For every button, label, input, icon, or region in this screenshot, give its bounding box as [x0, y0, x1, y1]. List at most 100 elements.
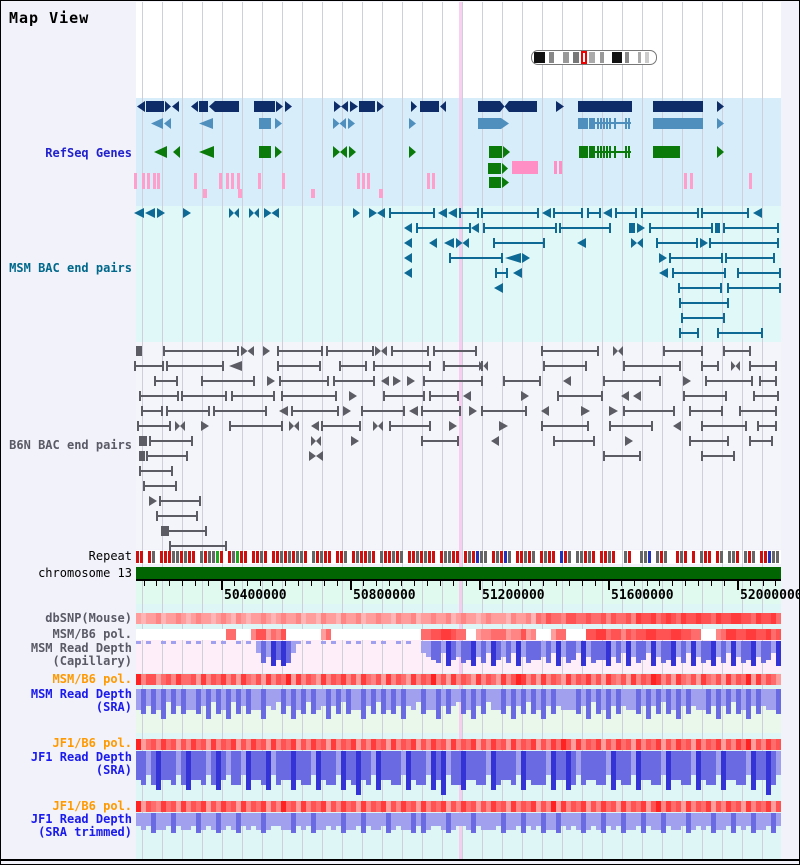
b6n-bac-glyph[interactable] — [723, 346, 751, 356]
b6n-bac-glyph[interactable] — [731, 361, 740, 371]
gene-glyph[interactable] — [203, 189, 207, 198]
b6n-bac-glyph[interactable] — [683, 391, 727, 401]
gene-glyph[interactable] — [684, 173, 687, 189]
gene-glyph[interactable] — [512, 161, 538, 174]
b6n-bac-glyph[interactable] — [181, 391, 227, 401]
chromosome-13-bar[interactable] — [136, 567, 781, 579]
b6n-bac-glyph[interactable] — [609, 421, 653, 431]
msm-bac-glyph[interactable] — [157, 208, 165, 218]
b6n-bac-glyph[interactable] — [141, 406, 163, 416]
gene-glyph[interactable] — [254, 101, 275, 112]
b6n-bac-glyph[interactable] — [136, 346, 142, 356]
msm-bac-glyph[interactable] — [737, 268, 781, 278]
gene-glyph[interactable] — [275, 146, 282, 158]
b6n-bac-glyph[interactable] — [603, 451, 641, 461]
gene-glyph[interactable] — [219, 173, 222, 189]
msm-bac-glyph[interactable] — [577, 238, 586, 248]
msm-bac-glyph[interactable] — [553, 208, 583, 218]
gene-glyph[interactable] — [367, 173, 370, 189]
gene-glyph[interactable] — [231, 173, 234, 189]
b6n-bac-glyph[interactable] — [623, 406, 675, 416]
b6n-bac-glyph[interactable] — [701, 451, 735, 461]
msm-bac-glyph[interactable] — [471, 223, 479, 233]
gene-glyph[interactable] — [409, 146, 416, 158]
msm-bac-glyph[interactable] — [701, 208, 749, 218]
msm-bac-glyph[interactable] — [727, 283, 781, 293]
msm-bac-glyph[interactable] — [587, 208, 601, 218]
b6n-bac-glyph[interactable] — [689, 406, 723, 416]
gene-glyph[interactable] — [275, 118, 282, 129]
b6n-bac-glyph[interactable] — [633, 391, 641, 401]
b6n-bac-glyph[interactable] — [326, 346, 374, 356]
b6n-bac-glyph[interactable] — [683, 376, 691, 386]
b6n-bac-glyph[interactable] — [553, 436, 595, 446]
gene-glyph[interactable] — [411, 101, 417, 112]
msm-bac-glyph[interactable] — [145, 208, 155, 218]
b6n-bac-glyph[interactable] — [623, 361, 681, 371]
msm-bac-glyph[interactable] — [134, 208, 144, 218]
gene-glyph[interactable] — [237, 173, 240, 189]
b6n-bac-glyph[interactable] — [139, 391, 179, 401]
b6n-bac-glyph[interactable] — [753, 391, 779, 401]
b6n-bac-glyph[interactable] — [166, 361, 224, 371]
gene-glyph[interactable] — [489, 177, 501, 188]
gene-glyph[interactable] — [173, 146, 180, 158]
gene-glyph[interactable] — [333, 118, 346, 129]
msm-bac-glyph[interactable] — [494, 283, 503, 293]
b6n-bac-glyph[interactable] — [213, 406, 267, 416]
gene-glyph[interactable] — [488, 163, 501, 174]
b6n-bac-glyph[interactable] — [146, 451, 188, 461]
msm-bac-glyph[interactable] — [249, 208, 259, 218]
b6n-bac-glyph[interactable] — [673, 421, 681, 431]
b6n-bac-glyph[interactable] — [149, 496, 157, 506]
b6n-bac-glyph[interactable] — [609, 406, 618, 416]
msm-bac-glyph[interactable] — [669, 253, 723, 263]
b6n-bac-glyph[interactable] — [263, 346, 270, 356]
gene-glyph[interactable] — [717, 146, 724, 158]
msm-bac-glyph[interactable] — [404, 253, 412, 263]
b6n-bac-glyph[interactable] — [311, 436, 321, 446]
msm-bac-glyph[interactable] — [678, 283, 722, 293]
gene-glyph[interactable] — [285, 101, 292, 112]
msm-bac-glyph[interactable] — [353, 208, 360, 218]
msm-bac-glyph[interactable] — [438, 208, 447, 218]
b6n-bac-glyph[interactable] — [701, 361, 719, 371]
gene-glyph[interactable] — [653, 146, 680, 158]
gene-glyph[interactable] — [276, 101, 283, 112]
msm-bac-glyph[interactable] — [723, 223, 779, 233]
msm-bac-glyph[interactable] — [369, 208, 385, 218]
b6n-bac-glyph[interactable] — [134, 361, 164, 371]
msm-bac-glyph[interactable] — [493, 238, 545, 248]
b6n-bac-glyph[interactable] — [267, 376, 275, 386]
b6n-bac-glyph[interactable] — [383, 391, 425, 401]
msm-bac-glyph[interactable] — [659, 253, 667, 263]
gene-glyph[interactable] — [502, 177, 509, 188]
b6n-bac-glyph[interactable] — [149, 436, 193, 446]
gene-glyph[interactable] — [377, 101, 384, 112]
gene-glyph[interactable] — [578, 101, 632, 112]
b6n-bac-glyph[interactable] — [175, 421, 185, 431]
gene-glyph[interactable] — [137, 101, 145, 112]
b6n-bac-glyph[interactable] — [469, 406, 477, 416]
b6n-bac-glyph[interactable] — [137, 421, 171, 431]
msm-bac-glyph[interactable] — [649, 223, 713, 233]
msm-bac-glyph[interactable] — [659, 268, 668, 278]
gene-glyph[interactable] — [554, 161, 557, 174]
gene-glyph[interactable] — [409, 118, 416, 129]
msm-bac-glyph[interactable] — [513, 268, 522, 278]
b6n-bac-glyph[interactable] — [159, 496, 201, 506]
gene-glyph[interactable] — [259, 146, 271, 158]
b6n-bac-glyph[interactable] — [343, 406, 351, 416]
gene-glyph[interactable] — [349, 146, 356, 158]
gene-glyph[interactable] — [653, 118, 703, 129]
gene-glyph[interactable] — [194, 173, 197, 189]
b6n-bac-glyph[interactable] — [463, 391, 471, 401]
b6n-bac-glyph[interactable] — [201, 421, 209, 431]
gene-glyph[interactable] — [556, 101, 564, 112]
b6n-bac-glyph[interactable] — [421, 436, 459, 446]
gene-glyph[interactable] — [311, 189, 315, 198]
gene-glyph[interactable] — [578, 118, 588, 129]
msm-bac-glyph[interactable] — [631, 238, 643, 248]
gene-glyph[interactable] — [432, 173, 435, 189]
gene-glyph[interactable] — [350, 101, 358, 112]
